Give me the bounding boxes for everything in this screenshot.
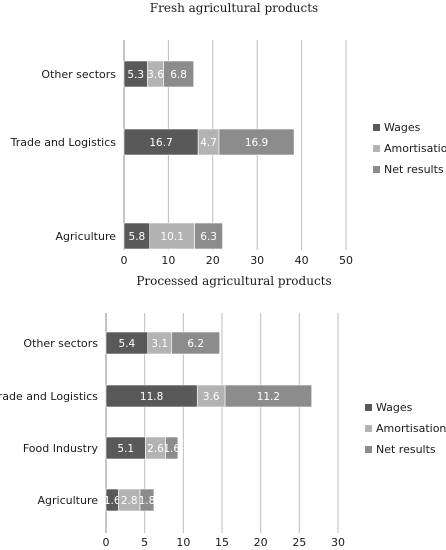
legend-label: Net results [384,163,444,176]
legend-swatch [365,425,372,432]
data-label: 1.6 [163,443,180,455]
x-tick-label: 20 [254,536,268,549]
data-label: 10.1 [160,231,183,243]
bar-segment [123,128,199,156]
data-label: 4.7 [200,137,217,149]
legend-swatch [373,166,380,173]
x-tick-label: 0 [103,536,110,549]
data-label: 6.3 [200,231,217,243]
legend-swatch [373,145,380,152]
chart-fresh: Fresh agricultural products 0 10 20 30 40 50 Ag… [10,1,446,267]
legend-swatch [373,124,380,131]
x-tick-label: 25 [292,536,306,549]
data-label: 2.6 [147,443,164,455]
data-label: 6.8 [170,69,187,81]
category-label: Agriculture [56,230,117,243]
chart-title: Processed agricultural products [136,274,331,288]
category-label: Other sectors [23,337,98,350]
category-label: Other sectors [41,68,116,81]
data-label: 5.8 [129,231,146,243]
legend-label: Wages [376,401,413,414]
data-label: 3.1 [151,338,168,350]
data-label: 6.2 [187,338,204,350]
bar-segment [139,488,155,512]
x-tick-label: 0 [121,254,128,267]
legend-swatch [365,446,372,453]
data-label: 11.8 [140,391,163,403]
bar-segment [163,60,195,88]
x-tick-label: 15 [215,536,229,549]
data-label: 1.6 [104,495,121,507]
legend-swatch [365,404,372,411]
x-tick-label: 40 [295,254,309,267]
legend-label: Amortisation [376,422,446,435]
category-label: Trade and Logistics [0,390,98,403]
legend-label: Wages [384,121,421,134]
data-label: 1.8 [139,495,156,507]
x-tick-label: 5 [141,536,148,549]
legend-label: Net results [376,443,436,456]
bar-segment [218,128,295,156]
bar-segment [224,384,312,408]
x-tick-label: 30 [250,254,264,267]
bar-segment [171,331,220,355]
bar-segment [165,436,179,460]
data-label: 5.4 [119,338,136,350]
chart-title: Fresh agricultural products [150,1,318,15]
data-label: 11.2 [257,391,280,403]
x-tick-label: 50 [339,254,353,267]
category-label: Food Industry [23,442,99,455]
legend-label: Amortisation [384,142,446,155]
data-label: 5.1 [117,443,134,455]
data-label: 5.3 [127,69,144,81]
category-label: Agriculture [38,494,99,507]
chart-processed: Processed agricultural products 0 5 10 15 20 2… [0,274,446,549]
data-label: 3.6 [147,69,164,81]
category-label: Trade and Logistics [10,136,117,149]
bar-segment [123,222,151,250]
data-label: 3.6 [203,391,220,403]
data-label: 2.8 [121,495,138,507]
x-tick-label: 30 [331,536,345,549]
data-label: 16.9 [245,137,268,149]
x-tick-label: 20 [206,254,220,267]
x-tick-label: 10 [176,536,190,549]
data-label: 16.7 [149,137,172,149]
bar-segment [194,222,223,250]
x-tick-label: 10 [161,254,175,267]
